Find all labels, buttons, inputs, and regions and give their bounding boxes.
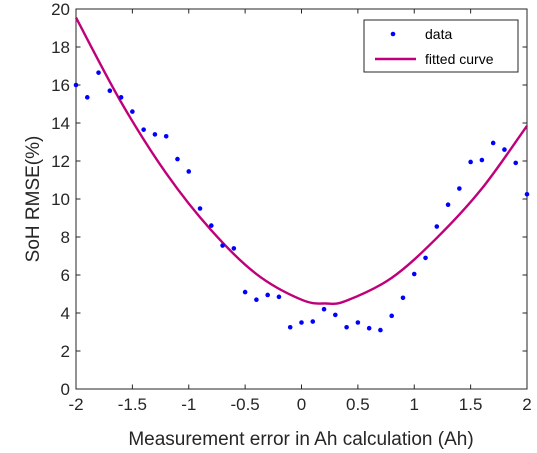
data-point <box>468 159 473 165</box>
y-tick-label: 8 <box>61 228 70 247</box>
y-tick-label: 2 <box>61 342 70 361</box>
data-point <box>378 327 383 333</box>
data-point <box>220 243 225 248</box>
x-tick-label: -1 <box>181 395 196 414</box>
y-tick-label: 16 <box>51 76 70 95</box>
data-point <box>299 320 304 325</box>
data-point <box>502 147 507 152</box>
y-axis-ticks: 0 2 4 6 8 10 12 14 16 18 20 <box>51 0 527 399</box>
data-point <box>333 312 338 318</box>
data-point <box>445 202 451 207</box>
data-point <box>423 255 428 261</box>
x-tick-label: 0 <box>297 395 306 414</box>
data-point <box>163 134 169 139</box>
data-point <box>389 313 395 319</box>
x-tick-label: -2 <box>68 395 83 414</box>
data-point <box>287 324 293 330</box>
data-point <box>321 306 327 312</box>
x-tick-label: 1 <box>410 395 419 414</box>
data-series <box>73 70 530 333</box>
x-tick-label: -1.5 <box>118 395 147 414</box>
fitted-curve-series <box>74 16 528 305</box>
data-point <box>231 246 237 251</box>
data-point <box>152 132 158 137</box>
x-axis-label: Measurement error in Ah calculation (Ah) <box>128 429 473 450</box>
x-tick-label: 1.5 <box>459 395 483 414</box>
data-point <box>209 223 214 228</box>
data-point <box>197 206 203 211</box>
y-tick-label: 18 <box>51 38 70 57</box>
x-tick-label: -0.5 <box>230 395 259 414</box>
data-point <box>344 324 349 330</box>
y-axis-label: SoH RMSE(%) <box>23 136 44 263</box>
data-point <box>107 88 113 93</box>
data-point <box>254 297 259 303</box>
fitted-curve-line <box>74 16 528 305</box>
y-tick-label: 10 <box>51 190 70 209</box>
legend-label-fitted-curve: fitted curve <box>425 51 494 67</box>
data-point <box>400 295 406 301</box>
data-point <box>310 319 316 324</box>
data-point <box>276 294 282 300</box>
legend-marker-data <box>390 31 396 37</box>
data-point <box>186 169 192 174</box>
legend: data fitted curve <box>363 19 519 73</box>
x-tick-label: 2 <box>522 395 531 414</box>
x-tick-label: 0.5 <box>346 395 370 414</box>
y-tick-label: 12 <box>51 152 70 171</box>
data-point <box>84 95 90 100</box>
data-point <box>118 95 124 100</box>
data-point <box>479 157 485 163</box>
data-point <box>175 156 180 162</box>
data-point <box>73 82 79 88</box>
data-point <box>355 320 361 325</box>
data-point <box>96 70 101 75</box>
x-axis-ticks: -2 -1.5 -1 -0.5 0 0.5 1 1.5 2 <box>68 9 532 414</box>
legend-box <box>363 19 519 73</box>
data-point <box>141 127 146 132</box>
data-point <box>524 191 530 197</box>
data-point <box>490 140 496 146</box>
data-point <box>265 292 270 298</box>
data-point <box>457 186 462 191</box>
y-tick-label: 6 <box>61 266 70 285</box>
data-point <box>242 289 248 295</box>
data-point <box>130 109 135 114</box>
y-tick-label: 0 <box>61 380 70 399</box>
legend-label-data: data <box>425 26 452 42</box>
y-tick-label: 14 <box>51 114 70 133</box>
data-point <box>366 325 372 331</box>
data-point <box>513 160 519 166</box>
data-point <box>411 271 417 277</box>
y-tick-label: 20 <box>51 0 70 19</box>
y-tick-label: 4 <box>61 304 70 323</box>
data-point <box>434 224 440 229</box>
